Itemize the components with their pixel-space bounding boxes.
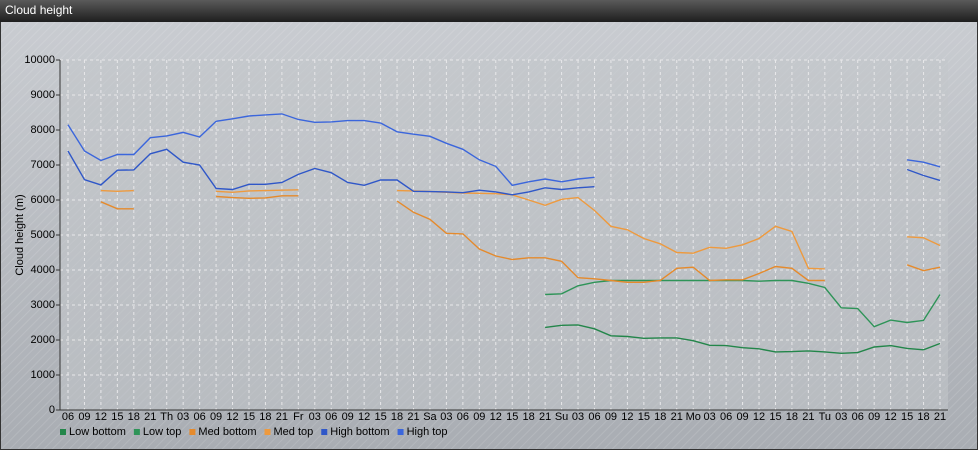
- x-tick-label: 09: [473, 411, 485, 423]
- x-tick-label: 18: [786, 411, 798, 423]
- y-tick-label: 7000: [31, 159, 55, 171]
- x-tick-label: Su: [555, 411, 568, 423]
- x-tick-label: 09: [868, 411, 880, 423]
- x-tick-label: 12: [753, 411, 765, 423]
- x-tick-label: 18: [654, 411, 666, 423]
- x-tick-label: 06: [62, 411, 74, 423]
- x-tick-label: 09: [342, 411, 354, 423]
- x-tick-label: 03: [177, 411, 189, 423]
- x-tick-label: 15: [243, 411, 255, 423]
- x-tick-label: 15: [111, 411, 123, 423]
- y-tick-label: 2000: [31, 334, 55, 346]
- x-tick-label: 12: [95, 411, 107, 423]
- x-tick-label: 18: [128, 411, 140, 423]
- x-tick-label: 06: [193, 411, 205, 423]
- legend-label: High bottom: [330, 426, 389, 438]
- y-tick-label: 10000: [24, 54, 55, 66]
- x-tick-label: 21: [407, 411, 419, 423]
- y-axis-label: Cloud height (m): [14, 194, 26, 275]
- x-tick-label: 18: [917, 411, 929, 423]
- x-tick-label: 09: [78, 411, 90, 423]
- x-tick-label: 18: [523, 411, 535, 423]
- x-tick-label: Sa: [423, 411, 437, 423]
- legend-swatch: [60, 429, 66, 435]
- x-tick-label: 21: [276, 411, 288, 423]
- legend-swatch: [133, 429, 140, 435]
- x-tick-label: 21: [539, 411, 551, 423]
- y-tick-label: 6000: [31, 194, 55, 206]
- legend-label: Med top: [274, 426, 314, 438]
- x-tick-label: 15: [506, 411, 518, 423]
- series-line: [67, 148, 941, 196]
- x-tick-label: 06: [852, 411, 864, 423]
- y-tick-label: 8000: [31, 124, 55, 136]
- x-tick-label: Mo: [686, 411, 701, 423]
- legend-label: Med bottom: [198, 426, 256, 438]
- x-tick-label: 03: [835, 411, 847, 423]
- y-tick-label: 9000: [31, 89, 55, 101]
- x-tick-label: 03: [572, 411, 584, 423]
- y-tick-label: 5000: [31, 229, 55, 241]
- x-tick-label: Th: [160, 411, 173, 423]
- x-tick-label: 09: [605, 411, 617, 423]
- legend-swatch: [321, 429, 328, 435]
- x-tick-label: 03: [309, 411, 321, 423]
- legend-swatch: [264, 429, 271, 435]
- x-tick-label: 15: [374, 411, 386, 423]
- series-line: [67, 113, 941, 187]
- y-tick-label: 1000: [31, 369, 55, 381]
- x-tick-label: 12: [490, 411, 502, 423]
- series-line: [100, 189, 941, 270]
- x-tick-label: Tu: [819, 411, 831, 423]
- chart-title: Cloud height: [5, 3, 73, 17]
- x-tick-label: 21: [144, 411, 156, 423]
- x-tick-label: 15: [901, 411, 913, 423]
- legend-label: High top: [407, 426, 448, 438]
- x-tick-label: 12: [885, 411, 897, 423]
- x-tick-label: 06: [325, 411, 337, 423]
- x-tick-label: 03: [704, 411, 716, 423]
- y-tick-label: 3000: [31, 299, 55, 311]
- legend-swatch: [397, 429, 404, 435]
- x-tick-label: 18: [259, 411, 271, 423]
- x-tick-label: Fr: [293, 411, 304, 423]
- x-tick-label: 12: [621, 411, 633, 423]
- legend-label: Low top: [143, 426, 182, 438]
- x-tick-label: 09: [210, 411, 222, 423]
- x-tick-label: 18: [391, 411, 403, 423]
- x-tick-label: 06: [720, 411, 732, 423]
- series-line: [545, 324, 941, 355]
- legend-swatch: [189, 429, 196, 435]
- x-tick-label: 15: [638, 411, 650, 423]
- y-tick-label: 0: [49, 404, 55, 416]
- x-tick-label: 21: [802, 411, 814, 423]
- y-tick-label: 4000: [31, 264, 55, 276]
- legend-label: Low bottom: [69, 426, 126, 438]
- x-tick-label: 03: [440, 411, 452, 423]
- x-tick-label: 15: [769, 411, 781, 423]
- series-line: [100, 195, 941, 283]
- x-tick-label: 06: [588, 411, 600, 423]
- x-tick-label: 12: [358, 411, 370, 423]
- x-tick-label: 09: [736, 411, 748, 423]
- x-tick-label: 06: [457, 411, 469, 423]
- x-tick-label: 21: [934, 411, 946, 423]
- x-tick-label: 21: [671, 411, 683, 423]
- x-tick-label: 12: [226, 411, 238, 423]
- title-bar: [0, 0, 978, 22]
